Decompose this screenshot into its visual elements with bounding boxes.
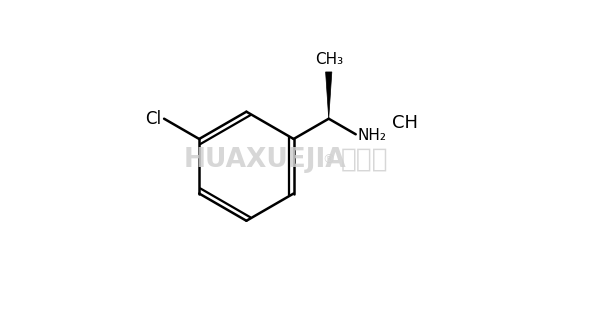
Text: HUAXUEJIA: HUAXUEJIA [184,147,347,173]
Text: 化学加: 化学加 [341,147,388,173]
Text: CH₃: CH₃ [315,52,343,67]
Text: Cl: Cl [145,110,162,128]
Text: ®: ® [322,154,335,166]
Text: NH₂: NH₂ [358,128,386,143]
Text: CH: CH [393,114,418,132]
Polygon shape [325,72,332,119]
